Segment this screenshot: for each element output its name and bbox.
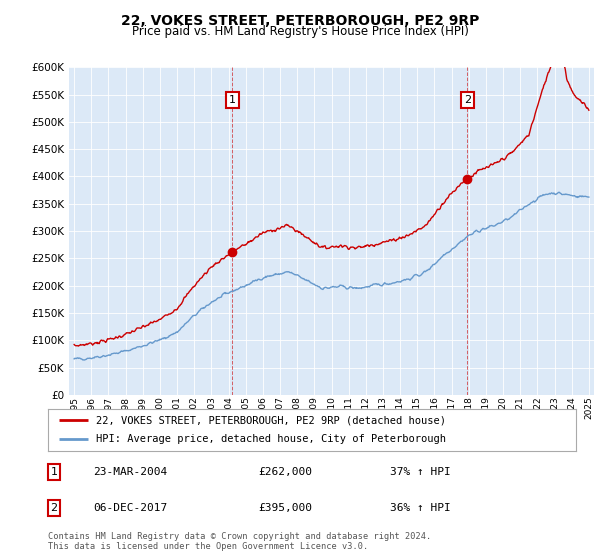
Text: 2: 2 [50, 503, 58, 513]
Text: 36% ↑ HPI: 36% ↑ HPI [390, 503, 451, 513]
Text: £262,000: £262,000 [258, 467, 312, 477]
Text: Contains HM Land Registry data © Crown copyright and database right 2024.
This d: Contains HM Land Registry data © Crown c… [48, 532, 431, 552]
Text: 2: 2 [464, 95, 471, 105]
Text: 37% ↑ HPI: 37% ↑ HPI [390, 467, 451, 477]
Text: 23-MAR-2004: 23-MAR-2004 [93, 467, 167, 477]
Text: £395,000: £395,000 [258, 503, 312, 513]
Text: 1: 1 [229, 95, 236, 105]
Text: 22, VOKES STREET, PETERBOROUGH, PE2 9RP (detached house): 22, VOKES STREET, PETERBOROUGH, PE2 9RP … [95, 415, 446, 425]
Text: HPI: Average price, detached house, City of Peterborough: HPI: Average price, detached house, City… [95, 435, 446, 445]
Text: 06-DEC-2017: 06-DEC-2017 [93, 503, 167, 513]
Text: 22, VOKES STREET, PETERBOROUGH, PE2 9RP: 22, VOKES STREET, PETERBOROUGH, PE2 9RP [121, 14, 479, 28]
Text: Price paid vs. HM Land Registry's House Price Index (HPI): Price paid vs. HM Land Registry's House … [131, 25, 469, 38]
Text: 1: 1 [50, 467, 58, 477]
